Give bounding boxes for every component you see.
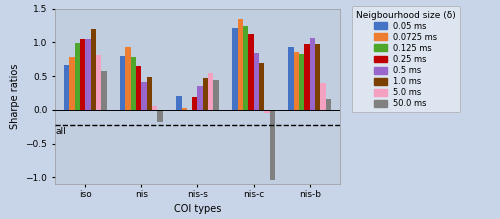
Bar (126, 47, 130, 110)
Bar (248, 34, 254, 110)
Bar (192, 97, 198, 110)
X-axis label: COI types: COI types (174, 204, 221, 214)
Bar (299, 54, 304, 110)
Bar (288, 47, 294, 110)
Bar (136, 66, 141, 110)
Bar (64, 65, 70, 110)
Bar (259, 63, 264, 110)
Bar (182, 108, 187, 110)
Bar (130, 57, 136, 110)
Bar (254, 53, 259, 110)
Bar (176, 96, 182, 110)
Bar (326, 99, 331, 110)
Y-axis label: Sharpe ratios: Sharpe ratios (10, 64, 20, 129)
Bar (74, 43, 80, 110)
Bar (320, 83, 326, 110)
Bar (146, 78, 152, 110)
Text: all: all (55, 127, 66, 136)
Bar (208, 73, 214, 110)
Bar (198, 86, 203, 110)
Bar (310, 38, 315, 110)
Bar (142, 81, 146, 110)
Bar (158, 110, 162, 122)
Bar (270, 110, 275, 180)
Bar (90, 29, 96, 110)
Bar (102, 71, 106, 110)
Bar (86, 39, 90, 110)
Bar (120, 56, 126, 110)
Bar (294, 52, 299, 110)
Legend: 0.05 ms, 0.0725 ms, 0.125 ms, 0.25 ms, 0.5 ms, 1.0 ms, 5.0 ms, 50.0 ms: 0.05 ms, 0.0725 ms, 0.125 ms, 0.25 ms, 0… (352, 6, 460, 112)
Bar (315, 44, 320, 110)
Bar (232, 28, 237, 110)
Bar (304, 44, 310, 110)
Bar (152, 106, 158, 110)
Bar (243, 26, 248, 110)
Bar (80, 39, 86, 110)
Bar (264, 110, 270, 113)
Bar (238, 19, 243, 110)
Bar (96, 55, 102, 110)
Bar (203, 78, 208, 110)
Bar (214, 80, 219, 110)
Bar (70, 57, 74, 110)
